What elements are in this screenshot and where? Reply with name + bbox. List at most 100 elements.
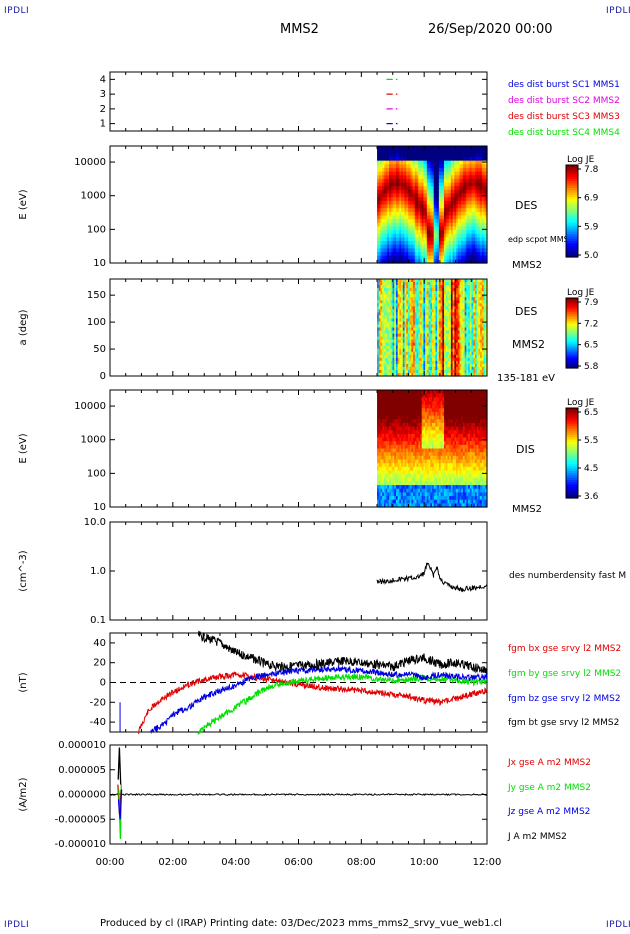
spectrogram-cell <box>456 186 459 191</box>
spectrogram-cell <box>402 474 406 479</box>
colorbar-cell <box>566 347 578 350</box>
spectrogram-cell <box>425 342 428 347</box>
spectrogram-cell <box>419 237 423 242</box>
spectrogram-cell <box>378 279 382 283</box>
spectrogram-cell <box>402 422 406 428</box>
spectrogram-cell <box>392 400 395 406</box>
spectrogram-cell <box>407 222 411 228</box>
spectrogram-cell <box>392 363 395 368</box>
spectrogram-cell <box>418 146 421 151</box>
spectrogram-cell <box>444 241 447 246</box>
spectrogram-cell <box>478 315 481 320</box>
spectrogram-cell <box>402 204 406 209</box>
spectrogram-cell <box>383 415 387 420</box>
spectrogram-cell <box>401 153 404 158</box>
spectrogram-cell <box>401 342 404 347</box>
spectrogram-cell <box>447 146 450 151</box>
spectrogram-cell <box>382 244 385 249</box>
spectrogram-cell <box>389 312 392 316</box>
spectrogram-cell <box>430 300 433 304</box>
colorbar-cell <box>566 320 578 324</box>
spectrogram-cell <box>380 415 383 420</box>
spectrogram-cell <box>426 339 430 344</box>
spectrogram-cell <box>419 360 423 365</box>
spectrogram-cell <box>469 315 473 320</box>
spectrogram-cell <box>416 222 419 228</box>
spectrogram-cell <box>394 259 397 264</box>
spectrogram-cell <box>466 167 469 173</box>
spectrogram-cell <box>392 244 395 249</box>
spectrogram-cell <box>459 208 462 213</box>
spectrogram-cell <box>377 306 380 310</box>
spectrogram-cell <box>378 288 382 292</box>
spectrogram-cell <box>401 200 404 206</box>
spectrogram-cell <box>462 303 466 307</box>
spectrogram-cell <box>481 189 485 195</box>
spectrogram-cell <box>389 200 392 206</box>
spectrogram-cell <box>390 419 394 424</box>
spectrogram-cell <box>389 492 392 497</box>
spectrogram-cell <box>464 324 467 329</box>
spectrogram-cell <box>397 156 400 162</box>
spectrogram-cell <box>401 255 404 260</box>
burst-y-tick-label: 4 <box>100 74 106 85</box>
spectrogram-cell <box>456 197 459 202</box>
spectrogram-cell <box>383 354 387 359</box>
colorbar-cell <box>566 169 578 173</box>
spectrogram-cell <box>382 357 385 362</box>
spectrogram-cell <box>437 171 440 176</box>
spectrogram-cell <box>478 241 481 246</box>
spectrogram-cell <box>404 156 407 162</box>
spectrogram-cell <box>402 441 406 446</box>
spectrogram-cell <box>485 357 488 362</box>
spectrogram-cell <box>378 303 382 307</box>
spectrogram-cell <box>435 348 438 353</box>
spectrogram-cell <box>389 393 392 398</box>
spectrogram-cell <box>409 182 413 187</box>
spectrogram-cell <box>411 164 414 169</box>
spectrogram-cell <box>438 360 442 365</box>
spectrogram-cell <box>444 237 447 242</box>
spectrogram-cell <box>452 279 455 283</box>
spectrogram-cell <box>469 309 473 313</box>
spectrogram-cell <box>413 164 416 169</box>
spectrogram-cell <box>457 208 461 213</box>
spectrogram-cell <box>395 279 399 283</box>
spectrogram-cell <box>404 230 407 235</box>
spectrogram-cell <box>447 345 450 350</box>
spectrogram-cell <box>404 339 407 344</box>
spectrogram-cell <box>442 279 445 283</box>
spectrogram-cell <box>404 160 407 165</box>
spectrogram-cell <box>385 156 388 162</box>
spectrogram-cell <box>397 415 400 420</box>
spectrogram-cell <box>440 153 443 158</box>
spectrogram-cell <box>380 372 383 377</box>
spectrogram-cell <box>380 160 383 165</box>
spectrogram-cell <box>442 171 445 176</box>
spectrogram-cell <box>426 197 430 202</box>
spectrogram-cell <box>383 315 387 320</box>
spectrogram-cell <box>409 342 413 347</box>
spectrogram-cell <box>457 230 461 235</box>
colorbar-cell <box>566 238 578 242</box>
spectrogram-cell <box>418 167 421 173</box>
spectrogram-cell <box>442 330 445 335</box>
spectrogram-cell <box>462 342 466 347</box>
spectrogram-cell <box>440 160 443 165</box>
spectrogram-cell <box>425 219 428 224</box>
spectrogram-cell <box>383 153 387 158</box>
spectrogram-cell <box>474 182 478 187</box>
spectrogram-cell <box>483 175 486 180</box>
spectrogram-cell <box>394 426 397 431</box>
spectrogram-cell <box>382 466 385 472</box>
spectrogram-cell <box>457 363 461 368</box>
spectrogram-cell <box>383 324 387 329</box>
spectrogram-cell <box>395 348 399 353</box>
spectrogram-cell <box>473 372 476 377</box>
spectrogram-cell <box>432 230 435 235</box>
spectrogram-cell <box>462 226 466 231</box>
spectrogram-cell <box>432 241 435 246</box>
spectrogram-cell <box>395 222 399 228</box>
spectrogram-cell <box>404 390 407 395</box>
spectrogram-cell <box>464 336 467 341</box>
